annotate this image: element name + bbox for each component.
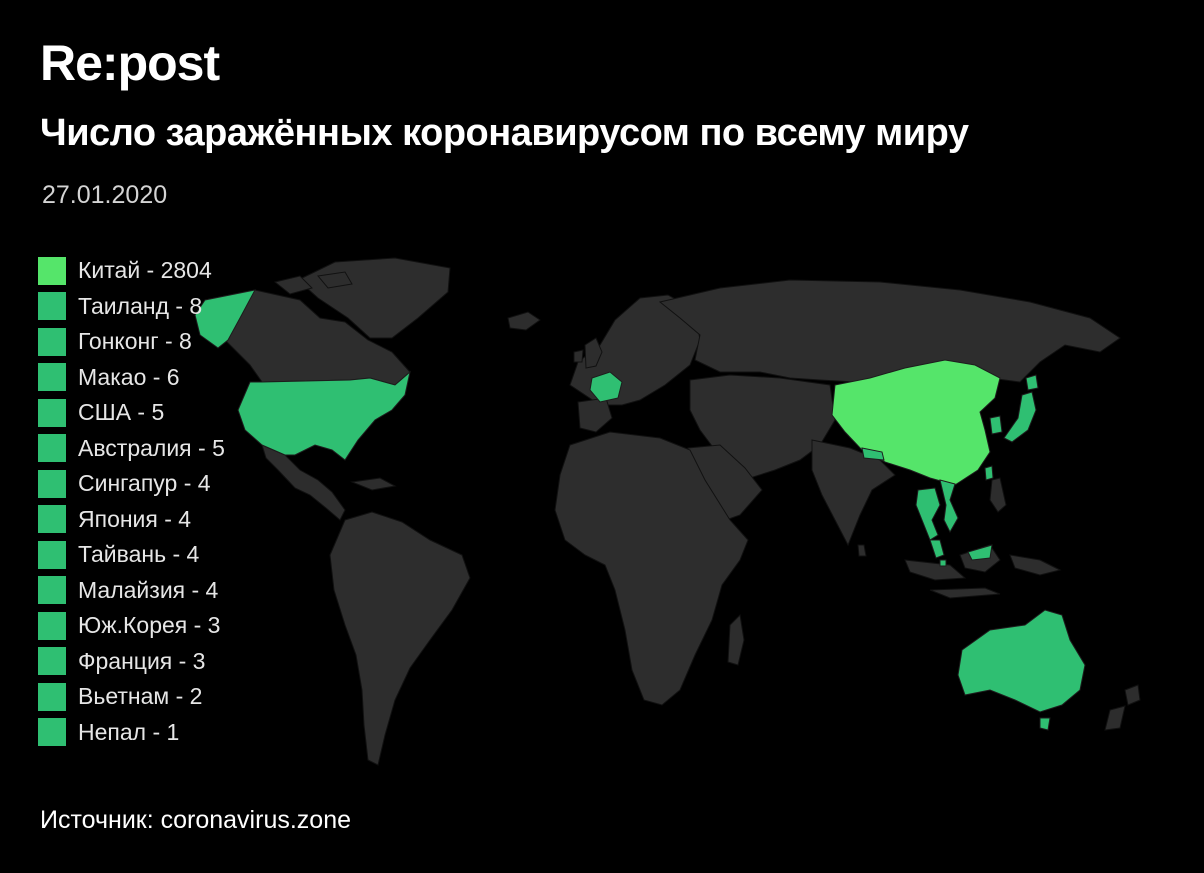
legend-item: Непал - 1 <box>38 715 225 751</box>
legend-item: Тайвань - 4 <box>38 537 225 573</box>
legend-swatch <box>38 292 66 321</box>
legend-label: Китай - 2804 <box>78 257 212 284</box>
legend-swatch <box>38 505 66 534</box>
country-australia <box>957 609 1086 713</box>
country-vietnam <box>939 479 959 534</box>
legend-label: Япония - 4 <box>78 505 192 532</box>
country-usa-alaska <box>194 289 256 349</box>
country-malaysia <box>929 539 945 559</box>
legend-item: Япония - 4 <box>38 502 225 538</box>
legend-label: Юж.Корея - 3 <box>78 612 221 639</box>
legend-swatch <box>38 256 66 285</box>
legend-swatch <box>38 647 66 676</box>
legend-label: Тайвань - 4 <box>78 541 200 568</box>
country-usa <box>237 370 411 461</box>
legend-label: Малайзия - 4 <box>78 576 219 603</box>
legend-label: Сингапур - 4 <box>78 470 211 497</box>
country-singapore <box>939 559 947 567</box>
legend-swatch <box>38 363 66 392</box>
legend-label: Макао - 6 <box>78 363 180 390</box>
legend-item: США - 5 <box>38 395 225 431</box>
legend-swatch <box>38 469 66 498</box>
country-thailand <box>915 487 941 541</box>
legend-swatch <box>38 540 66 569</box>
world-map <box>194 257 1141 766</box>
legend-item: Сингапур - 4 <box>38 466 225 502</box>
brand-logo: Re:post <box>40 35 220 91</box>
legend-item: Таиланд - 8 <box>38 289 225 325</box>
legend-item: Франция - 3 <box>38 644 225 680</box>
legend-item: Макао - 6 <box>38 360 225 396</box>
legend-label: Гонконг - 8 <box>78 328 192 355</box>
legend-label: Австралия - 5 <box>78 434 225 461</box>
legend-swatch <box>38 611 66 640</box>
iceland <box>507 311 541 331</box>
source-caption: Источник: coronavirus.zone <box>40 806 351 834</box>
legend-swatch <box>38 576 66 605</box>
legend-label: Непал - 1 <box>78 718 180 745</box>
legend-swatch <box>38 327 66 356</box>
legend: Китай - 2804 Таиланд - 8 Гонконг - 8 Макао … <box>38 253 225 750</box>
legend-item: Австралия - 5 <box>38 431 225 467</box>
legend-label: США - 5 <box>78 399 165 426</box>
legend-label: Таиланд - 8 <box>78 292 203 319</box>
mexico <box>261 444 346 521</box>
south-america <box>329 511 471 766</box>
legend-item: Вьетнам - 2 <box>38 679 225 715</box>
legend-swatch <box>38 398 66 427</box>
date-label: 27.01.2020 <box>42 181 168 209</box>
legend-label: Франция - 3 <box>78 647 206 674</box>
legend-swatch <box>38 434 66 463</box>
legend-label: Вьетнам - 2 <box>78 683 203 710</box>
legend-item: Гонконг - 8 <box>38 324 225 360</box>
legend-item: Китай - 2804 <box>38 253 225 289</box>
country-south-korea <box>989 415 1003 435</box>
russia <box>658 279 1121 383</box>
country-japan <box>1003 391 1037 443</box>
country-taiwan <box>984 465 994 481</box>
country-france <box>589 371 623 403</box>
page-title: Число заражённых коронавирусом по всему … <box>40 112 969 154</box>
affected-countries <box>194 289 1086 731</box>
africa <box>554 431 749 706</box>
legend-swatch <box>38 718 66 747</box>
landmasses <box>204 257 1141 766</box>
legend-item: Малайзия - 4 <box>38 573 225 609</box>
legend-item: Юж.Корея - 3 <box>38 608 225 644</box>
country-nepal <box>861 447 885 461</box>
legend-swatch <box>38 682 66 711</box>
